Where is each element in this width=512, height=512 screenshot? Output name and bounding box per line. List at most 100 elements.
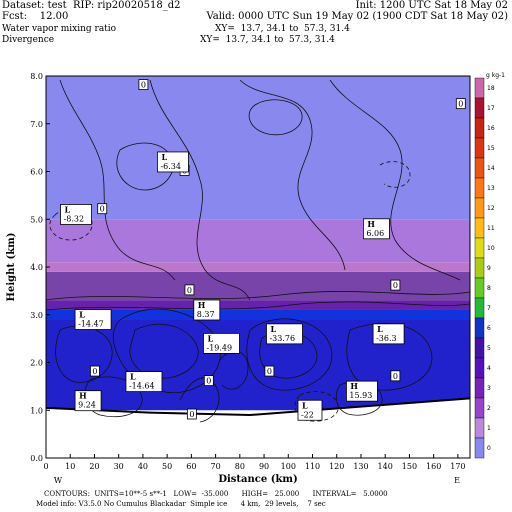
- zero-label-3: 0: [97, 203, 108, 215]
- y-tick-label-2: 2.0: [30, 359, 43, 368]
- colorbar-tick-5: 13: [487, 185, 495, 192]
- x-tick-label-5: 50: [162, 462, 172, 471]
- x-end-east: E: [454, 476, 460, 485]
- colorbar-swatch-16: [474, 397, 485, 419]
- svg-text:0: 0: [92, 367, 97, 376]
- extremum-value-1: -8.32: [64, 214, 85, 223]
- colorbar-swatch-8: [474, 237, 485, 259]
- colorbar-swatch-14: [474, 357, 485, 379]
- colorbar-swatch-3: [474, 137, 485, 159]
- zero-label-8: 0: [203, 375, 214, 387]
- zero-label-0: 0: [138, 79, 149, 90]
- header-dataset: Dataset: test RIP: rip20020518_d2: [2, 0, 181, 11]
- extremum-high-9: H9.24: [74, 390, 102, 412]
- colorbar-tick-8: 10: [487, 245, 495, 252]
- moisture-shading: [46, 76, 470, 458]
- svg-text:0: 0: [189, 410, 194, 419]
- y-tick-label-0: 0.0: [30, 454, 43, 463]
- extremum-type-4: H: [198, 300, 206, 310]
- extremum-low-11: L-22: [297, 399, 323, 421]
- colorbar-swatch-12: [474, 317, 485, 339]
- svg-text:0: 0: [187, 286, 192, 295]
- svg-text:0: 0: [458, 100, 463, 109]
- header-xsec-2: XY= 13.7, 34.1 to 57.3, 31.4: [200, 35, 335, 45]
- zero-label-7: 0: [186, 408, 197, 420]
- colorbar-tick-4: 14: [487, 165, 495, 172]
- x-tick-label-8: 80: [235, 462, 245, 471]
- colorbar-swatch-18: [474, 437, 485, 459]
- colorbar-swatch-5: [474, 177, 485, 199]
- zero-label-6: 0: [90, 365, 100, 377]
- extremum-high-4: H8.37: [193, 299, 221, 321]
- extremum-type-5: L: [207, 333, 213, 343]
- header-init: Init: 1200 UTC Sat 18 May 02: [355, 0, 508, 11]
- header-xsec-1: XY= 13.7, 34.1 to 57.3, 31.4: [215, 24, 350, 34]
- extremum-type-10: H: [350, 381, 358, 391]
- extremum-low-1: L-8.32: [60, 204, 92, 225]
- extremum-value-4: 8.37: [197, 310, 215, 319]
- x-tick-label-0: 0: [43, 462, 48, 471]
- y-tick-label-3: 3.0: [30, 311, 43, 320]
- y-tick-label-8: 8.0: [30, 72, 43, 81]
- x-tick-label-1: 10: [65, 462, 75, 471]
- moisture-band-2: [46, 309, 470, 320]
- colorbar-tick-17: 1: [487, 425, 491, 432]
- colorbar-tick-3: 15: [487, 145, 495, 152]
- colorbar-tick-11: 7: [487, 305, 491, 312]
- x-tick-label-13: 130: [353, 462, 368, 471]
- colorbar-tick-10: 8: [487, 285, 491, 292]
- y-tick-label-6: 6.0: [30, 168, 43, 177]
- footer-contours: CONTOURS: UNITS=10**-5 s**-1 LOW= -35.00…: [44, 490, 388, 498]
- extremum-value-11: -22: [301, 410, 314, 419]
- extremum-type-6: L: [270, 324, 276, 334]
- colorbar-swatch-4: [474, 157, 485, 179]
- header-valid: Valid: 0000 UTC Sun 19 May 02 (1900 CDT …: [206, 11, 508, 22]
- svg-text:0: 0: [393, 281, 398, 290]
- extremum-type-3: L: [79, 310, 85, 320]
- y-axis-ticks: 0.0 1.0 2.0 3.0 4.0 5.0 6.0 7.0 8.0: [30, 72, 50, 463]
- extremum-value-10: 15.93: [349, 391, 372, 400]
- x-tick-label-11: 110: [305, 462, 320, 471]
- colorbar-tick-13: 5: [487, 345, 491, 352]
- colorbar-tick-16: 2: [487, 405, 491, 412]
- x-axis-ticks: 0 10 20 30 40 50 60 70 80 90 100 110 120 130 140 150 160…: [43, 454, 466, 471]
- x-tick-label-10: 100: [281, 462, 296, 471]
- y-axis-label: Height (km): [6, 233, 17, 302]
- divergence-contours: [46, 79, 470, 423]
- y-tick-label-1: 1.0: [30, 406, 43, 415]
- moisture-band-3: [46, 300, 470, 310]
- colorbar-swatch-11: [474, 297, 485, 319]
- colorbar-unit-label: g kg-1: [486, 72, 505, 79]
- colorbar-swatch-17: [474, 417, 485, 439]
- colorbar-swatch-13: [474, 337, 485, 359]
- extremum-value-5: -19.49: [206, 343, 232, 352]
- extremum-low-0: L-6.34: [157, 151, 189, 173]
- header-field-1: Water vapor mixing ratio: [2, 24, 117, 34]
- extremum-value-9: 9.24: [78, 401, 96, 410]
- zero-label-9: 0: [264, 365, 275, 377]
- x-tick-label-3: 30: [114, 462, 124, 471]
- y-tick-label-4: 4.0: [30, 263, 43, 272]
- colorbar-tick-18: 0: [487, 445, 491, 452]
- x-tick-label-9: 90: [259, 462, 269, 471]
- colorbar-swatch-1: [474, 97, 485, 119]
- x-tick-label-12: 120: [329, 462, 344, 471]
- colorbar-swatch-6: [474, 197, 485, 219]
- extremum-type-8: L: [130, 372, 136, 382]
- colorbar-tick-12: 6: [487, 325, 491, 332]
- x-tick-label-17: 170: [450, 462, 465, 471]
- colorbar-swatch-7: [474, 217, 485, 239]
- zero-label-5: 0: [390, 279, 401, 291]
- svg-text:0: 0: [393, 372, 398, 381]
- x-tick-label-16: 160: [426, 462, 441, 471]
- extremum-value-3: -14.47: [78, 320, 104, 329]
- x-axis-label: Distance (km): [218, 474, 297, 485]
- x-tick-label-2: 20: [89, 462, 99, 471]
- colorbar-tick-15: 3: [487, 385, 491, 392]
- extremum-value-7: -36.3: [376, 334, 397, 343]
- extremum-low-5: L-19.49: [203, 332, 240, 354]
- svg-text:0: 0: [141, 81, 146, 90]
- extremum-low-6: L-33.76: [266, 323, 303, 345]
